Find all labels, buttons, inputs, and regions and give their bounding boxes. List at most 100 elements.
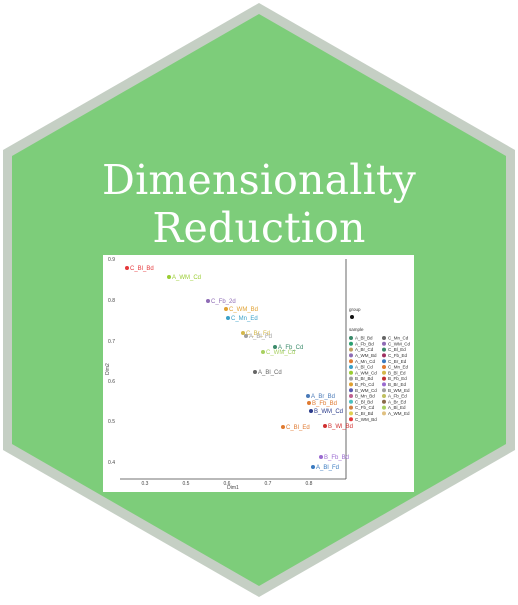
logo-title: Dimensionality Reduction	[102, 156, 416, 252]
y-tick-label: 0.4	[108, 460, 115, 466]
y-tick-label: 0.5	[108, 419, 115, 425]
scatter-point	[253, 370, 257, 374]
scatter-point	[309, 409, 313, 413]
legend-swatch	[349, 405, 353, 410]
legend-swatch	[382, 405, 386, 410]
x-tick-label: 0.7	[265, 481, 272, 487]
x-tick-label: 0.3	[142, 481, 149, 487]
legend-swatch	[382, 341, 386, 346]
y-tick-label: 0.7	[108, 339, 115, 345]
legend-label: C_WM_Cd	[388, 341, 411, 346]
legend-label: C_Br_Ed	[388, 359, 407, 364]
legend-label: B_Fb_Ed	[388, 376, 407, 381]
legend-label: A_WM_Bd	[355, 353, 377, 358]
scatter-point-label: B_Wl_Bd	[328, 424, 353, 430]
scatter-point-label: A_WM_Cd	[172, 275, 201, 281]
legend-swatch	[382, 394, 386, 398]
legend-label: A_Fb_Ed	[388, 394, 407, 399]
scatter-point-label: A_Br_Bd	[311, 394, 335, 400]
legend-swatch	[382, 370, 386, 375]
legend-label: C_Fb_Ed	[388, 353, 408, 358]
scatter-point-label: A_Fb_Cd	[278, 345, 303, 351]
scatter-point	[241, 331, 245, 335]
scatter-point-label: C_WM_Cd	[266, 350, 295, 356]
scatter-point-label: C_Fb_2d	[211, 299, 236, 305]
legend-swatch	[349, 394, 353, 398]
scatter-point	[307, 401, 311, 405]
scatter-point	[311, 465, 315, 469]
legend-label: B_Fb_Cd	[355, 382, 375, 387]
scatter-point-label: B_Fb_Bd	[312, 401, 337, 407]
scatter-point-label: C_WM_Bd	[229, 307, 258, 313]
legend-swatch	[382, 382, 386, 387]
scatter-point	[206, 299, 210, 303]
scatter-point	[244, 334, 248, 338]
legend-label: C_Mn_Ed	[388, 365, 409, 370]
legend-swatch	[349, 376, 353, 381]
scatter-point-label: C_Mn_Ed	[231, 316, 258, 322]
legend-swatch	[382, 399, 386, 404]
y-tick-label: 0.9	[108, 257, 115, 263]
scatter-plot-svg: 0.90.80.70.60.50.4 0.3 0.5 0.6 0.7 0.8 Dim1 …	[105, 257, 411, 491]
legend-group-dot	[350, 315, 354, 319]
y-tick-label: 0.8	[108, 298, 115, 304]
legend-label: B_WM_Ed	[388, 388, 410, 393]
scatter-point	[224, 307, 228, 311]
scatter-point	[125, 266, 129, 270]
legend-swatch	[382, 376, 386, 381]
legend-swatch	[349, 411, 353, 416]
x-tick-label: 0.8	[306, 481, 313, 487]
legend-swatch	[382, 336, 386, 340]
legend-swatch	[349, 399, 353, 404]
scatter-point	[319, 455, 323, 459]
legend-swatch	[382, 353, 386, 358]
legend-sample-title: sample	[349, 327, 364, 332]
legend-label: A_Fb_Bd	[355, 341, 374, 346]
legend-label: C_Fb_Cd	[355, 405, 375, 410]
scatter-point	[281, 425, 285, 429]
legend-label: A_WM_Cd	[355, 370, 377, 375]
scatter-point	[226, 316, 230, 320]
legend-label: B_Br_Ed	[388, 382, 407, 387]
legend-swatch	[382, 365, 386, 369]
legend-label: C_Bl_Bd	[355, 399, 373, 404]
legend-swatch	[382, 388, 386, 393]
legend-swatch	[349, 417, 353, 422]
legend-group-title: group	[349, 307, 361, 312]
scatter-point-label: C_Br_Fd	[246, 331, 270, 337]
x-tick-label: 0.5	[183, 481, 190, 487]
scatter-point-label: C_Bl_Bd	[130, 266, 154, 272]
scatter-point-label: A_Bl_Fd	[316, 465, 339, 471]
legend-swatch	[349, 336, 353, 340]
legend-label: B_WM_Cd	[355, 388, 377, 393]
legend-label: B_Mn_Bd	[355, 394, 375, 399]
legend-label: A_Bl_Bd	[355, 336, 373, 341]
legend-swatch	[382, 359, 386, 364]
scatter-point	[323, 424, 327, 428]
legend-swatch	[349, 341, 353, 346]
scatter-point	[273, 345, 277, 349]
legend-swatch	[349, 370, 353, 375]
legend-swatch	[349, 347, 353, 352]
legend-label: C_Mn_Cd	[388, 336, 409, 341]
scatter-point-label: B_WM_Cd	[314, 409, 343, 415]
legend-label: A_Bl_Ed	[388, 405, 406, 410]
legend-swatch	[349, 388, 353, 393]
x-tick-label: 0.6	[224, 481, 231, 487]
legend-label: A_WM_Ed	[388, 411, 410, 416]
scatter-point	[306, 394, 310, 398]
scatter-point-label: B_Fb_Bd	[324, 455, 349, 461]
legend-swatch	[349, 365, 353, 369]
legend-label: A_Br_Cd	[355, 347, 374, 352]
scatter-point-label: A_Bl_Cd	[258, 370, 282, 376]
scatter-point-label: A_Bl_Fd	[249, 334, 272, 340]
legend-label: C_Br_Bd	[355, 411, 374, 416]
legend-swatch	[382, 411, 386, 416]
legend-label: A_Mn_Cd	[355, 359, 376, 364]
legend-label: B_Bl_Ed	[388, 370, 406, 375]
legend-swatch	[349, 382, 353, 387]
scatter-point	[167, 275, 171, 279]
y-tick-label: 0.6	[108, 379, 115, 385]
legend-label: C_WM_Bd	[355, 417, 377, 422]
